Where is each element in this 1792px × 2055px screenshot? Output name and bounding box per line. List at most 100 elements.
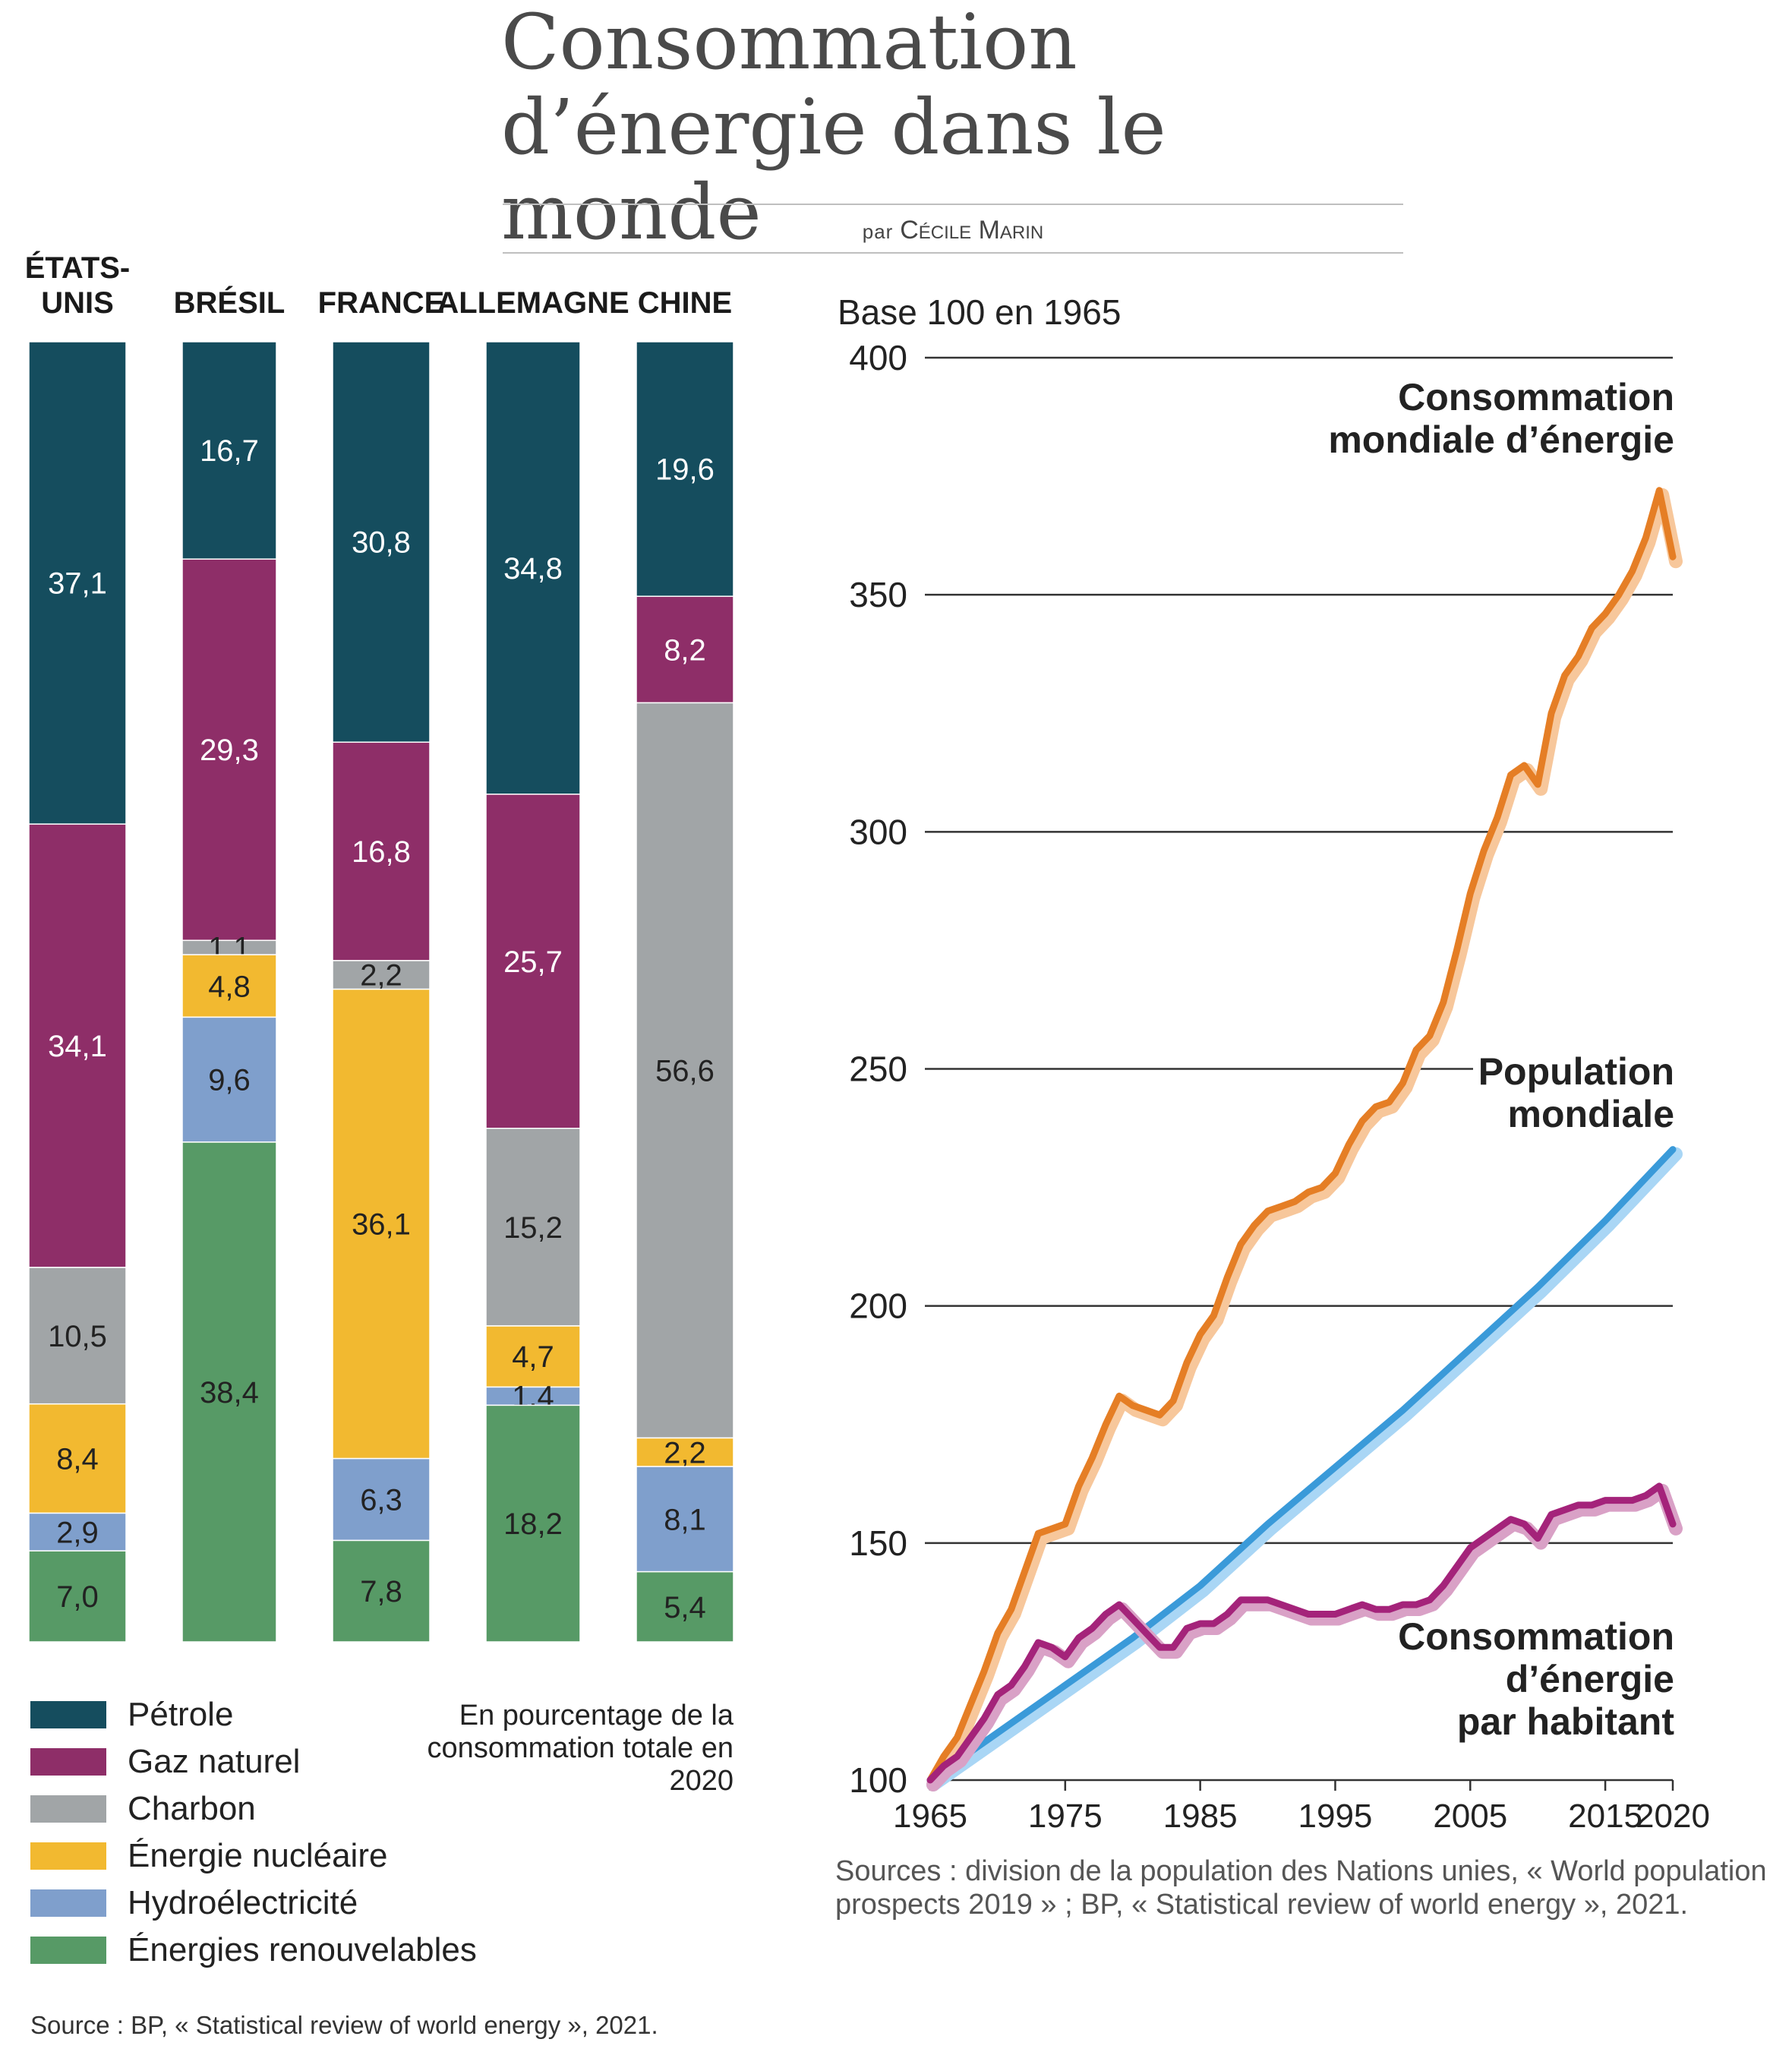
bar-segment-bresil-energies-renouvelables xyxy=(181,1141,277,1643)
bar-value-label: 34,1 xyxy=(48,1030,107,1063)
bar-unit-note: En pourcentage de la consommation totale… xyxy=(427,1700,734,1797)
legend-label: Énergies renouvelables xyxy=(128,1931,477,1968)
x-tick-label: 2015 xyxy=(1568,1798,1642,1835)
byline: par Cécile Marin xyxy=(503,216,1403,245)
bar-segment-chine-hydroelectricite xyxy=(636,1466,734,1573)
bar-segment-france-charbon xyxy=(332,960,431,990)
bar-segment-france-gaz-naturel xyxy=(332,741,431,961)
bar-segment-etats-unis-energies-renouvelables xyxy=(28,1550,127,1643)
bar-segment-etats-unis-hydroelectricite xyxy=(28,1512,127,1552)
bar-segment-allemagne-charbon xyxy=(485,1128,581,1327)
x-tick-label: 1965 xyxy=(893,1798,967,1835)
y-tick-label: 250 xyxy=(849,1050,907,1089)
series-label-1: mondiale xyxy=(1508,1093,1674,1135)
bar-value-label: 16,8 xyxy=(352,835,411,869)
bar-value-label: 5,4 xyxy=(664,1591,706,1624)
byline-prefix: par xyxy=(862,220,894,243)
series-line-2 xyxy=(926,1482,1677,1784)
y-axis-label: Base 100 en 1965 xyxy=(838,292,1121,332)
x-tick-label: 2020 xyxy=(1636,1798,1710,1835)
y-tick-label: 200 xyxy=(849,1286,907,1326)
category-label-france: FRANCE xyxy=(318,286,445,320)
category-label-etats-unis-line2: UNIS xyxy=(41,286,114,320)
category-label-bresil: BRÉSIL xyxy=(174,286,286,320)
page-title-line2: d’énergie dans le monde xyxy=(501,83,1166,257)
legend-swatch xyxy=(30,1795,106,1823)
category-label-allemagne: ALLEMAGNE xyxy=(437,286,629,320)
category-label-etats-unis-line1: ÉTATS- xyxy=(25,251,131,285)
y-tick-label: 150 xyxy=(849,1523,907,1563)
bar-segment-france-energie-nucleaire xyxy=(332,988,431,1460)
bar-segment-etats-unis-petrole xyxy=(28,341,127,825)
bar-segment-allemagne-petrole xyxy=(485,341,581,795)
bar-value-label: 8,4 xyxy=(56,1443,99,1476)
series-shadow-0 xyxy=(926,488,1683,1791)
bar-segment-etats-unis-energie-nucleaire xyxy=(28,1403,127,1514)
legend-swatch xyxy=(30,1937,106,1964)
legend-label: Pétrole xyxy=(128,1696,234,1733)
series-label-0: mondiale d’énergie xyxy=(1328,418,1674,461)
line-source: Sources : division de la population des … xyxy=(835,1855,1767,1921)
bar-segment-chine-energies-renouvelables xyxy=(636,1570,734,1643)
category-label-chine: CHINE xyxy=(638,286,732,320)
legend-swatch xyxy=(30,1748,106,1776)
series-line-1 xyxy=(926,1146,1677,1784)
bar-segment-france-petrole xyxy=(332,341,431,743)
y-tick-label: 400 xyxy=(849,338,907,377)
line-chart: Base 100 en 1965 100 150 200 250 300 350 400 196… xyxy=(838,292,1710,1835)
legend-swatch xyxy=(30,1842,106,1870)
x-tick-label: 2005 xyxy=(1433,1798,1507,1835)
stacked-bar-chart: ÉTATS-UNIS 37,1 34,1 10,5 8,4 2,9 7,0 BRÉSIL 16,… xyxy=(25,251,734,1643)
bar-value-label: 4,8 xyxy=(208,970,251,1003)
bar-segment-bresil-energie-nucleaire xyxy=(181,954,277,1018)
bar-value-label: 29,3 xyxy=(200,734,259,767)
bar-segment-etats-unis-gaz-naturel xyxy=(28,823,127,1268)
bar-value-label: 9,6 xyxy=(208,1064,251,1097)
bar-segment-allemagne-energies-renouvelables xyxy=(485,1404,581,1643)
bar-value-label: 8,2 xyxy=(664,633,706,667)
bar-value-label: 6,3 xyxy=(360,1484,402,1517)
bar-value-label: 7,8 xyxy=(360,1575,402,1608)
legend-label: Énergie nucléaire xyxy=(128,1837,388,1874)
bar-value-label: 15,2 xyxy=(503,1211,563,1245)
series-label-2: d’énergie xyxy=(1506,1658,1674,1700)
bar-value-label: 30,8 xyxy=(352,526,411,560)
title-block: Consommation d’énergie dans le monde xyxy=(501,0,1412,255)
bar-value-label: 16,7 xyxy=(200,434,259,468)
legend-swatch xyxy=(30,1889,106,1917)
x-tick-label: 1995 xyxy=(1298,1798,1373,1835)
legend-label: Gaz naturel xyxy=(128,1743,301,1780)
bar-value-label: 37,1 xyxy=(48,567,107,601)
bar-segment-bresil-hydroelectricite xyxy=(181,1016,277,1143)
bar-value-label: 8,1 xyxy=(664,1503,706,1536)
bar-value-label: 10,5 xyxy=(48,1320,107,1353)
y-tick-label: 300 xyxy=(849,812,907,851)
legend-swatch xyxy=(30,1701,106,1728)
bar-value-label: 34,8 xyxy=(503,552,563,586)
bar-segment-chine-energie-nucleaire xyxy=(636,1437,734,1467)
bar-value-label: 25,7 xyxy=(503,945,563,979)
series-shadow-1 xyxy=(926,1147,1683,1791)
bar-segment-allemagne-gaz-naturel xyxy=(485,794,581,1129)
bar-segment-france-energies-renouvelables xyxy=(332,1539,431,1643)
bar-source: Source : BP, « Statistical review of wor… xyxy=(30,2011,658,2039)
x-tick-label: 1975 xyxy=(1028,1798,1103,1835)
y-tick-label: 100 xyxy=(849,1760,907,1800)
page-title-line1: Consommation xyxy=(501,0,1077,87)
title-rule-top xyxy=(503,204,1403,205)
bar-value-label: 2,2 xyxy=(360,959,402,993)
bar-segment-chine-gaz-naturel xyxy=(636,595,734,704)
bar-value-label: 56,6 xyxy=(655,1054,715,1087)
bar-segment-bresil-gaz-naturel xyxy=(181,558,277,942)
x-tick-label: 1985 xyxy=(1163,1798,1238,1835)
bar-value-label: 2,2 xyxy=(664,1436,706,1469)
byline-author: Cécile Marin xyxy=(900,216,1044,245)
series-label-2: Consommation xyxy=(1398,1615,1674,1658)
series-label-1: Population xyxy=(1478,1050,1674,1093)
bar-value-label: 36,1 xyxy=(352,1208,411,1242)
series-line-0 xyxy=(926,487,1677,1784)
bar-value-label: 18,2 xyxy=(503,1507,563,1541)
bar-value-label: 2,9 xyxy=(56,1516,99,1549)
series-label-0: Consommation xyxy=(1398,376,1674,418)
